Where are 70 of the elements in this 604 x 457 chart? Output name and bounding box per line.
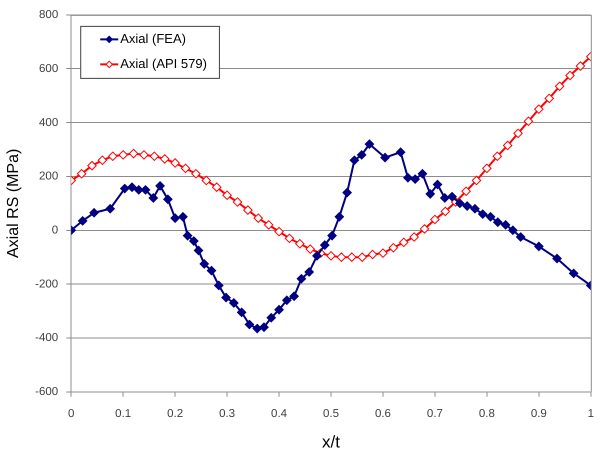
- legend-label: Axial (FEA): [120, 30, 186, 46]
- x-tick-label: 0.7: [426, 408, 443, 420]
- point: [170, 158, 180, 168]
- point: [212, 182, 222, 192]
- point: [87, 160, 97, 170]
- y-tick-label: 400: [39, 116, 58, 129]
- y-tick-label: 600: [39, 62, 58, 75]
- point: [336, 252, 346, 262]
- point: [378, 248, 388, 258]
- point: [108, 152, 118, 161]
- point: [295, 239, 305, 248]
- point: [554, 82, 564, 91]
- point: [284, 234, 294, 244]
- point: [76, 169, 86, 178]
- x-axis-title: x/t: [322, 432, 340, 452]
- y-tick-label: 0: [52, 224, 58, 236]
- point: [524, 116, 534, 126]
- point: [388, 243, 398, 252]
- x-tick-label: 0.2: [167, 408, 184, 420]
- x-tick-label: 0.3: [219, 408, 236, 420]
- point: [544, 94, 554, 104]
- point: [232, 197, 242, 207]
- point: [420, 224, 430, 234]
- point: [98, 156, 108, 165]
- point: [399, 238, 408, 248]
- point: [264, 220, 274, 230]
- point: [150, 152, 160, 161]
- point: [306, 244, 315, 254]
- x-tick-label: 1: [588, 408, 594, 420]
- y-tick-label: -200: [35, 278, 58, 290]
- x-tick-label: 0.6: [374, 408, 391, 420]
- point: [368, 250, 378, 260]
- point: [160, 154, 170, 164]
- x-tick-label: 0.8: [478, 408, 495, 420]
- point: [513, 128, 523, 138]
- y-tick-label: 800: [39, 9, 58, 22]
- point: [118, 150, 128, 160]
- point: [274, 226, 284, 236]
- point: [243, 205, 253, 215]
- y-tick-label: -600: [35, 386, 58, 398]
- point: [326, 251, 336, 261]
- point: [254, 213, 263, 223]
- x-tick-label: 0.9: [530, 408, 547, 420]
- point: [222, 190, 232, 200]
- point: [139, 150, 149, 160]
- point: [202, 176, 212, 186]
- point: [576, 61, 586, 71]
- point: [357, 252, 367, 262]
- x-tick-label: 0.1: [115, 408, 132, 420]
- point: [430, 214, 440, 224]
- y-axis-title: Axial RS (MPa): [5, 148, 22, 258]
- x-tick-label: 0.5: [323, 408, 340, 420]
- point: [347, 252, 356, 262]
- point: [440, 206, 450, 216]
- legend-label: Axial (API 579): [120, 56, 207, 71]
- y-tick-label: -400: [35, 332, 58, 344]
- x-tick-label: 0: [68, 408, 74, 420]
- point: [565, 70, 575, 80]
- point: [409, 232, 419, 242]
- point: [128, 148, 138, 158]
- point: [502, 140, 512, 150]
- point: [461, 186, 471, 196]
- point: [180, 164, 190, 174]
- point: [534, 104, 544, 114]
- point: [191, 169, 201, 178]
- point: [492, 152, 502, 161]
- point: [482, 164, 492, 174]
- point: [472, 176, 482, 186]
- x-tick-label: 0.4: [271, 408, 288, 420]
- y-tick-label: 200: [39, 170, 58, 183]
